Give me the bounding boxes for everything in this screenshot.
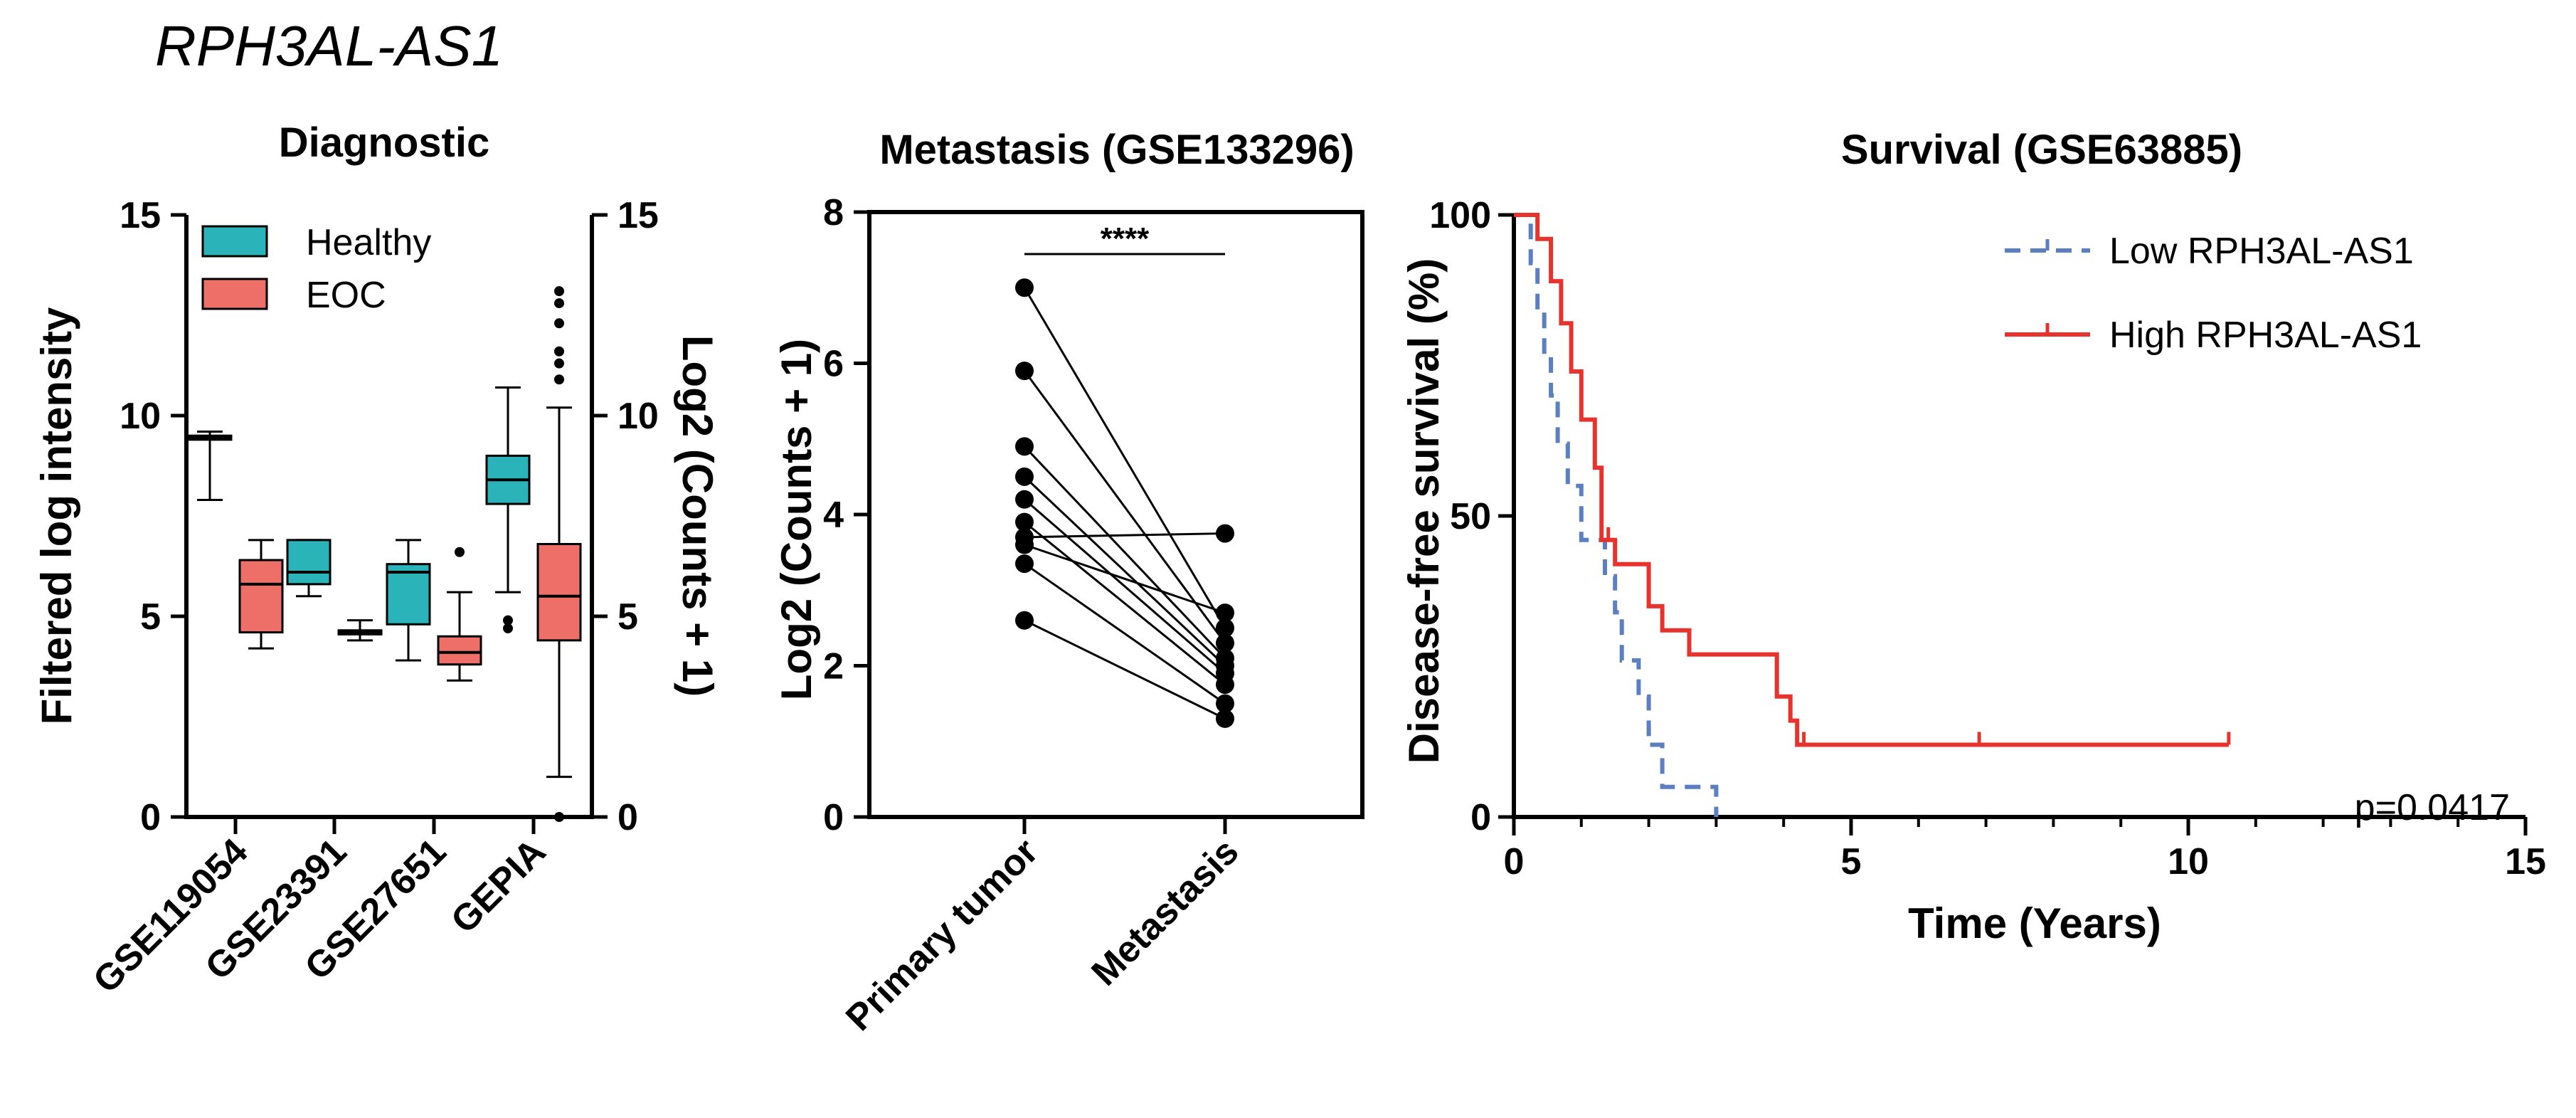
survival-xtick-label: 10 — [2168, 841, 2209, 882]
pair-line — [1023, 445, 1226, 659]
legend-swatch-eoc — [201, 278, 268, 310]
metastasis-point — [1216, 524, 1234, 543]
box-eoc — [437, 635, 482, 666]
survival-title: Survival (GSE63885) — [1841, 127, 2242, 173]
survival-xtick-label: 15 — [2505, 841, 2546, 882]
box-healthy — [286, 539, 332, 586]
metastasis-point — [1216, 675, 1234, 695]
primary-tumor-point — [1015, 278, 1034, 297]
metastasis-ytick-label: 8 — [823, 192, 844, 233]
survival-xlabel: Time (Years) — [1908, 900, 2161, 947]
survival-ytick-label: 50 — [1450, 496, 1491, 537]
diagnostic-category-label: GEPIA — [443, 830, 553, 941]
pair-line — [1023, 370, 1226, 644]
primary-tumor-point — [1015, 467, 1034, 486]
diagnostic-ylabel-left: Filtered log intensity — [33, 307, 80, 724]
box-outlier — [554, 346, 564, 357]
pair-line — [1024, 521, 1226, 686]
primary-tumor-point — [1015, 512, 1034, 532]
pair-line — [1024, 498, 1226, 675]
pair-line — [1024, 544, 1226, 614]
survival-ylabel: Disease-free survival (%) — [1400, 258, 1448, 764]
primary-tumor-point — [1015, 362, 1034, 381]
survival-ytick-label: 100 — [1429, 195, 1491, 236]
diagnostic-ylabel-right: Log2 (Counts + 1) — [674, 335, 721, 697]
primary-tumor-point — [1015, 554, 1034, 574]
metastasis-frame — [867, 210, 1364, 819]
diagnostic-ytick-label-right: 0 — [618, 797, 638, 838]
survival-curve-low — [1514, 213, 1719, 817]
primary-tumor-point — [1015, 490, 1034, 509]
box-outlier — [503, 623, 513, 633]
box-outlier — [554, 298, 564, 309]
pair-line — [1024, 532, 1226, 539]
survival-curve-high — [1514, 213, 2229, 747]
legend-label-healthy: Healthy — [306, 222, 431, 263]
diagnostic-ytick-label-right: 5 — [618, 596, 638, 638]
pair-line — [1023, 475, 1226, 667]
primary-tumor-point — [1015, 611, 1034, 630]
pair-line — [1023, 287, 1226, 629]
metastasis-point — [1216, 633, 1234, 653]
metastasis-category-label: Primary tumor — [838, 830, 1046, 1038]
box-outlier — [455, 547, 465, 557]
primary-tumor-point — [1015, 535, 1034, 554]
legend-swatch-healthy — [201, 225, 268, 258]
survival-pvalue: p=0.0417 — [2355, 787, 2510, 828]
metastasis-plot: 0 2 4 6 8 Primary tumor Metastasis **** — [823, 192, 1364, 1039]
box-healthy — [386, 563, 431, 626]
significance-label: **** — [1101, 221, 1150, 256]
metastasis-ylabel: Log2 (Counts + 1) — [773, 339, 820, 700]
legend-label-eoc: EOC — [306, 275, 386, 316]
metastasis-ytick-label: 0 — [823, 797, 844, 838]
diagnostic-ytick-label-left: 5 — [140, 596, 161, 638]
metastasis-category-label: Metastasis — [1083, 830, 1246, 993]
survival-xtick-label: 0 — [1504, 841, 1525, 882]
metastasis-point — [1216, 618, 1234, 638]
metastasis-title: Metastasis (GSE133296) — [879, 127, 1354, 173]
legend-label-high: High RPH3AL-AS1 — [2109, 315, 2422, 356]
survival-xtick-label: 5 — [1841, 841, 1862, 882]
legend-label-low: Low RPH3AL-AS1 — [2109, 231, 2414, 272]
metastasis-ytick-label: 4 — [823, 495, 844, 536]
pair-line — [1024, 619, 1226, 720]
box-outlier — [554, 374, 564, 385]
pair-line — [1024, 562, 1226, 705]
metastasis-point — [1216, 694, 1234, 713]
box-outlier — [554, 812, 564, 822]
diagnostic-title: Diagnostic — [279, 120, 490, 166]
figure-title: RPH3AL-AS1 — [155, 14, 503, 78]
box-outlier — [503, 615, 513, 626]
diagnostic-ytick-label-right: 15 — [618, 195, 659, 236]
survival-legend: Low RPH3AL-AS1 High RPH3AL-AS1 — [2005, 231, 2422, 356]
survival-ytick-label: 0 — [1470, 797, 1491, 838]
box-outlier — [554, 358, 564, 369]
metastasis-point — [1216, 709, 1234, 728]
box-eoc — [238, 559, 284, 634]
box-outlier — [554, 286, 564, 297]
metastasis-ytick-label: 2 — [823, 646, 844, 687]
survival-plot: 0 50 100 0 5 10 15 — [1429, 195, 2546, 882]
diagnostic-ytick-label-left: 0 — [140, 797, 161, 838]
primary-tumor-point — [1015, 437, 1034, 456]
diagnostic-legend: Healthy EOC — [201, 222, 431, 316]
metastasis-ytick-label: 6 — [823, 344, 844, 385]
diagnostic-ytick-label-right: 10 — [618, 396, 659, 437]
metastasis-point — [1216, 603, 1234, 623]
diagnostic-ytick-label-left: 15 — [120, 195, 161, 236]
diagnostic-ytick-label-left: 10 — [120, 396, 161, 437]
box-outlier — [554, 318, 564, 329]
box-eoc — [536, 542, 582, 642]
